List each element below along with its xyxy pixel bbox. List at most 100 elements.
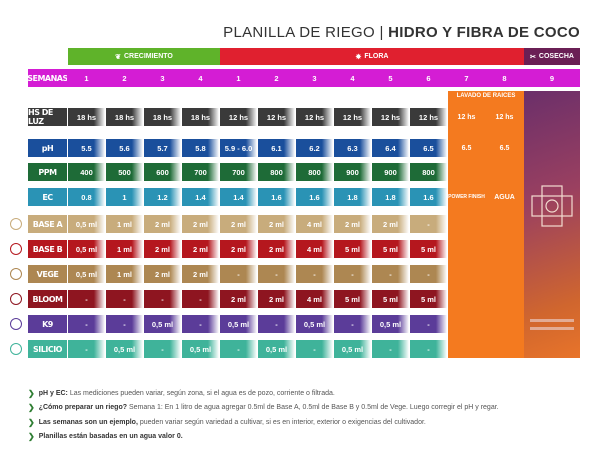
cell-ec-12: AGUA: [494, 193, 515, 201]
cell-base-a-10: -: [410, 215, 447, 233]
cell-ph-2: 5.6: [106, 139, 143, 157]
lavado-block: [448, 91, 524, 358]
cell-silicio-5: -: [220, 340, 257, 358]
cell-ppm-1: 400: [68, 163, 105, 181]
cell-hs-de-luz-2: 18 hs: [106, 108, 143, 126]
cell-vege-5: -: [220, 265, 257, 283]
base-a-icon: [10, 218, 22, 230]
cell-bloom-1: -: [68, 290, 105, 308]
cell-semanas-13: 9: [549, 73, 555, 83]
cell-semanas-8: 4: [350, 73, 355, 83]
cell-ec-6: 1.6: [258, 188, 295, 206]
cell-bloom-6: 2 ml: [258, 290, 295, 308]
cell-silicio-2: 0,5 ml: [106, 340, 143, 358]
note-item: ❯ pH y EC: Las mediciones pueden variar, …: [28, 386, 499, 401]
cell-ph-9: 6.4: [372, 139, 409, 157]
cell-k9-6: -: [258, 315, 295, 333]
cell-bloom-9: 5 ml: [372, 290, 409, 308]
cell-k9-9: 0,5 ml: [372, 315, 409, 333]
cell-ph-7: 6.2: [296, 139, 333, 157]
cell-silicio-8: 0,5 ml: [334, 340, 371, 358]
cell-ph-12: 6.5: [499, 144, 510, 152]
cell-ec-2: 1: [106, 188, 143, 206]
cell-hs-de-luz-5: 12 hs: [220, 108, 257, 126]
notes: ❯ pH y EC: Las mediciones pueden variar, …: [28, 386, 499, 444]
cell-base-b-5: 2 ml: [220, 240, 257, 258]
cell-vege-2: 1 ml: [106, 265, 143, 283]
cell-ppm-8: 900: [334, 163, 371, 181]
cell-ppm-2: 500: [106, 163, 143, 181]
cell-base-a-2: 1 ml: [106, 215, 143, 233]
cell-bloom-5: 2 ml: [220, 290, 257, 308]
cell-bloom-11: [448, 290, 485, 308]
cell-hs-de-luz-8: 12 hs: [334, 108, 371, 126]
phase-crecimiento: ❦ CRECIMIENTO: [68, 48, 220, 65]
cell-base-a-8: 2 ml: [334, 215, 371, 233]
cell-silicio-9: -: [372, 340, 409, 358]
cell-k9-11: [448, 315, 485, 333]
note-item: ❯ Planillas están basadas en un agua valo…: [28, 430, 499, 445]
row-label-ec: EC: [28, 188, 67, 206]
vege-icon: [10, 268, 22, 280]
cell-hs-de-luz-6: 12 hs: [258, 108, 295, 126]
cell-base-b-11: [448, 240, 485, 258]
cell-vege-8: -: [334, 265, 371, 283]
cell-bloom-2: -: [106, 290, 143, 308]
cell-semanas-5: 1: [236, 73, 241, 83]
cell-ph-5: 5.9 - 6.0: [220, 139, 257, 157]
cell-bloom-7: 4 ml: [296, 290, 333, 308]
bloom-icon: [10, 293, 22, 305]
row-label-hs-de-luz: HS DE LUZ: [28, 108, 67, 126]
cell-ppm-5: 700: [220, 163, 257, 181]
cell-vege-1: 0,5 ml: [68, 265, 105, 283]
note-text: Las semanas son un ejemplo, pueden varia…: [38, 418, 426, 426]
cell-base-a-6: 2 ml: [258, 215, 295, 233]
row-label-k9: K9: [28, 315, 67, 333]
cell-vege-10: -: [410, 265, 447, 283]
harvest-image: [524, 91, 580, 358]
row-label-semanas: SEMANAS: [27, 69, 68, 87]
logo-icon: [530, 185, 574, 330]
cell-ppm-9: 900: [372, 163, 409, 181]
semanas-bar: [67, 69, 580, 87]
cell-base-b-12: [486, 240, 523, 258]
cell-semanas-9: 5: [388, 73, 393, 83]
cell-ppm-11: [448, 163, 485, 181]
cell-ph-3: 5.7: [144, 139, 181, 157]
arrow-icon: ❯: [28, 403, 35, 413]
k9-icon: [10, 318, 22, 330]
cell-k9-2: -: [106, 315, 143, 333]
silicio-icon: [10, 343, 22, 355]
cell-k9-12: [486, 315, 523, 333]
cell-silicio-1: -: [68, 340, 105, 358]
cell-hs-de-luz-12: 12 hs: [495, 113, 514, 121]
cell-semanas-7: 3: [312, 73, 317, 83]
cell-hs-de-luz-11: 12 hs: [457, 113, 476, 121]
cell-ec-4: 1.4: [182, 188, 219, 206]
cell-ec-7: 1.6: [296, 188, 333, 206]
cell-ppm-12: [486, 163, 523, 181]
note-item: ❯ Las semanas son un ejemplo, pueden vari…: [28, 415, 499, 430]
row-label-bloom: BLOOM: [28, 290, 67, 308]
cell-silicio-7: -: [296, 340, 333, 358]
cell-bloom-8: 5 ml: [334, 290, 371, 308]
cell-ec-8: 1.8: [334, 188, 371, 206]
cell-base-b-10: 5 ml: [410, 240, 447, 258]
cell-ph-10: 6.5: [410, 139, 447, 157]
cell-base-b-4: 2 ml: [182, 240, 219, 258]
row-label-base-b: BASE B: [28, 240, 67, 258]
cell-ppm-3: 600: [144, 163, 181, 181]
cell-k9-7: 0,5 ml: [296, 315, 333, 333]
page-title: PLANILLA DE RIEGO | HIDRO Y FIBRA DE COC…: [223, 24, 580, 41]
cell-k9-10: -: [410, 315, 447, 333]
note-text: Planillas están basadas en un agua valor…: [38, 433, 183, 441]
cell-silicio-6: 0,5 ml: [258, 340, 295, 358]
cell-silicio-11: [448, 340, 485, 358]
phase-flora: ✸ FLORA: [220, 48, 524, 65]
cell-vege-7: -: [296, 265, 333, 283]
cell-ph-4: 5.8: [182, 139, 219, 157]
cell-base-b-9: 5 ml: [372, 240, 409, 258]
cell-semanas-6: 2: [274, 73, 279, 83]
cell-semanas-3: 3: [160, 73, 165, 83]
cell-base-b-1: 0,5 ml: [68, 240, 105, 258]
